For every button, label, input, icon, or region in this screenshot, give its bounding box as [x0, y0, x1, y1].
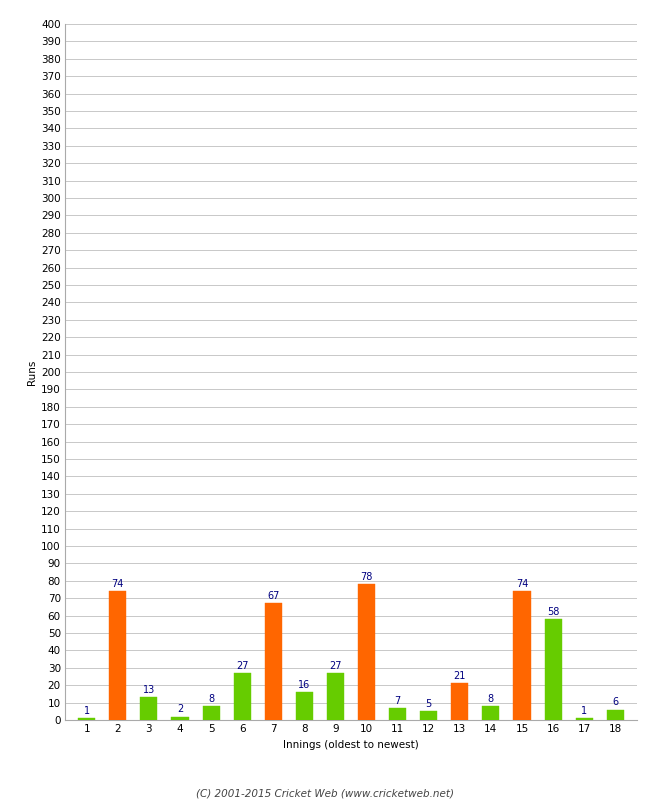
Bar — [296, 692, 313, 720]
Bar — [576, 718, 593, 720]
Text: 13: 13 — [143, 686, 155, 695]
Bar — [140, 698, 157, 720]
Text: 1: 1 — [581, 706, 587, 716]
Bar — [172, 717, 188, 720]
Bar — [109, 591, 126, 720]
Bar — [514, 591, 530, 720]
Bar — [606, 710, 624, 720]
Bar — [233, 673, 251, 720]
Bar — [358, 584, 375, 720]
Bar — [78, 718, 96, 720]
Text: 27: 27 — [329, 661, 342, 671]
Text: 7: 7 — [395, 696, 401, 706]
Text: 5: 5 — [426, 699, 432, 710]
Text: 78: 78 — [360, 572, 372, 582]
Bar — [482, 706, 499, 720]
X-axis label: Innings (oldest to newest): Innings (oldest to newest) — [283, 740, 419, 750]
Text: 1: 1 — [84, 706, 90, 716]
Text: 16: 16 — [298, 680, 311, 690]
Text: 2: 2 — [177, 705, 183, 714]
Bar — [265, 603, 282, 720]
Text: 27: 27 — [236, 661, 248, 671]
Text: 74: 74 — [516, 579, 528, 589]
Y-axis label: Runs: Runs — [27, 359, 37, 385]
Bar — [389, 708, 406, 720]
Bar — [203, 706, 220, 720]
Text: 8: 8 — [488, 694, 494, 704]
Text: (C) 2001-2015 Cricket Web (www.cricketweb.net): (C) 2001-2015 Cricket Web (www.cricketwe… — [196, 788, 454, 798]
Bar — [451, 683, 469, 720]
Bar — [420, 711, 437, 720]
Text: 74: 74 — [112, 579, 124, 589]
Bar — [327, 673, 344, 720]
Text: 6: 6 — [612, 698, 618, 707]
Text: 21: 21 — [454, 671, 466, 682]
Text: 67: 67 — [267, 591, 280, 602]
Bar — [545, 619, 562, 720]
Text: 58: 58 — [547, 607, 559, 617]
Text: 8: 8 — [208, 694, 214, 704]
